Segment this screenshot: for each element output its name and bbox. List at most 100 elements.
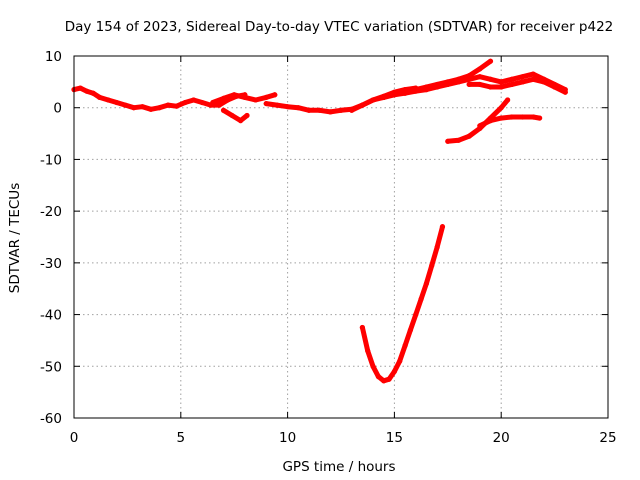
data-point <box>165 102 171 108</box>
data-point <box>375 374 381 380</box>
data-point <box>148 106 154 112</box>
data-point <box>191 97 197 103</box>
data-point <box>455 76 462 82</box>
data-point <box>487 84 494 90</box>
x-tick-label: 15 <box>386 430 403 446</box>
data-point <box>199 99 205 106</box>
data-point <box>477 123 483 129</box>
y-tick-label: -50 <box>40 359 62 375</box>
data-point <box>466 133 472 139</box>
series-track <box>221 107 250 124</box>
data-point <box>519 114 526 120</box>
x-tick-label: 0 <box>70 430 79 446</box>
series-track <box>71 85 248 112</box>
data-point <box>370 363 376 369</box>
data-point <box>466 81 472 88</box>
x-axis-label: GPS time / hours <box>282 459 395 475</box>
x-tick-label: 10 <box>279 430 296 446</box>
data-point <box>498 115 504 121</box>
data-point <box>114 99 120 106</box>
data-point <box>349 107 355 113</box>
series-track <box>466 76 568 95</box>
data-point <box>220 95 227 102</box>
data-point <box>509 114 515 120</box>
data-point <box>327 109 333 115</box>
data-point <box>530 76 536 82</box>
data-point <box>263 94 269 100</box>
data-point <box>434 81 440 88</box>
y-tick-label: -30 <box>40 256 62 272</box>
data-point <box>429 262 435 269</box>
data-point <box>216 102 222 108</box>
data-point <box>295 105 301 111</box>
data-point <box>210 99 216 106</box>
data-point <box>238 118 244 124</box>
data-point <box>477 66 483 72</box>
data-point <box>487 58 494 64</box>
y-axis-label: SDTVAR / TECUs <box>7 183 23 293</box>
data-point <box>530 114 536 120</box>
data-point <box>365 348 371 354</box>
data-point <box>317 107 323 113</box>
data-point <box>285 104 291 110</box>
data-point <box>90 90 96 96</box>
data-point <box>359 324 365 331</box>
data-point <box>402 88 408 94</box>
data-point <box>519 74 526 80</box>
plot-border <box>73 55 609 419</box>
data-point <box>519 79 526 85</box>
data-point <box>498 79 504 85</box>
data-point <box>122 102 128 108</box>
data-point <box>242 94 248 100</box>
y-tick-label: -20 <box>40 204 62 220</box>
data-point <box>397 358 403 364</box>
data-point <box>434 244 440 250</box>
data-point <box>445 79 451 85</box>
data-point <box>156 105 163 111</box>
y-tick-labels: 10 0 -10 -20 -30 -40 -50 -60 <box>40 49 62 427</box>
data-point <box>263 100 269 107</box>
data-series <box>71 58 568 384</box>
data-point <box>182 99 188 106</box>
data-point <box>381 378 387 384</box>
data-point <box>505 97 511 103</box>
y-tick-label: -40 <box>40 308 62 324</box>
data-point <box>423 280 430 287</box>
data-point <box>391 90 397 96</box>
data-point <box>274 102 280 108</box>
data-point <box>220 107 227 113</box>
data-point <box>455 137 462 143</box>
series-track <box>359 224 445 384</box>
x-tick-label: 20 <box>493 430 510 446</box>
x-tick-label: 25 <box>599 430 616 446</box>
data-point <box>105 97 111 103</box>
data-point <box>418 296 424 302</box>
data-point <box>272 92 278 98</box>
data-point <box>487 76 494 82</box>
data-point <box>244 112 250 119</box>
y-tick-label: 10 <box>45 49 62 65</box>
data-point <box>131 105 137 111</box>
data-point <box>509 81 515 88</box>
data-point <box>359 102 365 108</box>
data-point <box>477 74 483 80</box>
data-point <box>552 84 558 90</box>
y-tick-label: -60 <box>40 411 62 427</box>
data-point <box>477 81 483 88</box>
y-tick-label: -10 <box>40 152 62 168</box>
data-point <box>413 311 419 318</box>
data-point <box>139 104 145 110</box>
data-point <box>97 94 103 100</box>
data-point <box>252 97 259 103</box>
data-point <box>402 343 408 349</box>
data-point <box>445 138 451 144</box>
data-point <box>391 368 397 375</box>
data-point <box>498 105 504 111</box>
chart-title: Day 154 of 2023, Sidereal Day-to-day VTE… <box>65 19 614 35</box>
data-point <box>487 118 494 124</box>
data-point <box>530 71 536 77</box>
data-point <box>386 376 392 382</box>
data-point <box>498 84 504 90</box>
data-point <box>229 112 235 119</box>
data-point <box>231 92 237 98</box>
